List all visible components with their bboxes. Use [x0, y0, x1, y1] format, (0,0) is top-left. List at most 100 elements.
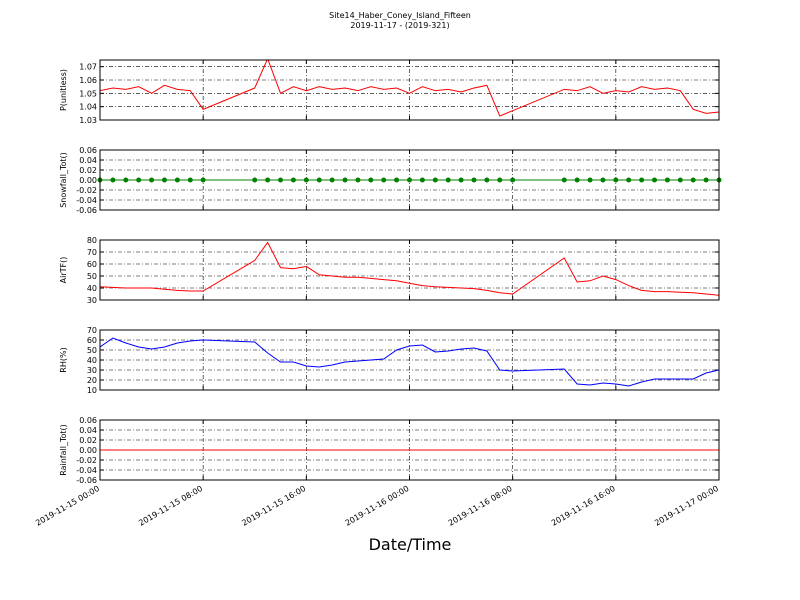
plot-frame: [99, 59, 720, 121]
data-marker: [136, 177, 142, 183]
data-marker: [123, 177, 129, 183]
data-marker: [432, 177, 438, 183]
y-tick-label: -0.06: [76, 476, 97, 485]
data-marker: [174, 177, 180, 183]
data-marker: [561, 177, 567, 183]
y-tick-label: 40: [87, 356, 97, 365]
data-marker: [200, 177, 206, 183]
y-axis-label: AirTF(): [59, 257, 68, 284]
data-marker: [187, 177, 193, 183]
data-marker: [484, 177, 490, 183]
data-marker: [703, 177, 709, 183]
data-marker: [587, 177, 593, 183]
chart-subtitle: 2019-11-17 - (2019-321): [350, 21, 449, 30]
y-tick-label: 1.07: [79, 63, 97, 72]
data-marker: [664, 177, 670, 183]
data-marker: [368, 177, 374, 183]
panel: -0.06-0.04-0.020.000.020.040.06 2019-11-1…: [34, 416, 720, 528]
data-marker: [613, 177, 619, 183]
panel: 1.03 1.04 1.05 1.06 1.07 P(unitless): [59, 59, 720, 125]
y-tick-label: 0.02: [79, 166, 97, 175]
chart-title: Site14_Haber_Coney_Island_Fifteen: [329, 11, 471, 20]
y-tick-label: 0.02: [79, 436, 97, 445]
data-marker: [510, 177, 516, 183]
data-marker: [355, 177, 361, 183]
y-tick-label: 1.05: [79, 89, 97, 98]
y-axis-label: RH(%): [59, 347, 68, 372]
data-marker: [303, 177, 309, 183]
data-marker: [381, 177, 387, 183]
data-marker: [652, 177, 658, 183]
data-line: [100, 241, 719, 296]
y-tick-label: 50: [87, 346, 97, 355]
data-marker: [407, 177, 412, 183]
y-axis-label: Rainfall_Tot(): [59, 424, 68, 476]
y-tick-label: 30: [87, 366, 97, 375]
y-tick-label: 0.00: [79, 446, 97, 455]
plot-frame: [99, 329, 720, 391]
data-marker: [497, 177, 503, 183]
plot-frame: [99, 239, 720, 301]
y-tick-label: 1.04: [79, 103, 97, 112]
x-tick-label: 2019-11-15 08:00: [137, 484, 204, 528]
y-axis-label: P(unitless): [59, 69, 68, 111]
data-marker: [394, 177, 400, 183]
data-marker: [278, 177, 284, 183]
panel: -0.06-0.04-0.020.000.020.040.06 Snowfall_…: [59, 146, 722, 215]
data-marker: [458, 177, 464, 183]
y-tick-label: 1.06: [79, 76, 97, 85]
x-tick-label: 2019-11-17 00:00: [653, 484, 720, 528]
y-tick-label: 20: [87, 376, 97, 385]
data-marker: [316, 177, 322, 183]
y-tick-label: 30: [87, 296, 97, 305]
y-tick-label: 60: [87, 260, 97, 269]
y-tick-label: 80: [87, 236, 97, 245]
data-marker: [419, 177, 425, 183]
data-marker: [161, 177, 167, 183]
y-tick-label: -0.06: [76, 206, 97, 215]
y-tick-label: -0.02: [76, 186, 97, 195]
y-tick-label: 1.03: [79, 116, 97, 125]
data-marker: [149, 177, 155, 183]
data-marker: [690, 177, 696, 183]
y-tick-label: 0.04: [79, 426, 97, 435]
plot-frame: [99, 419, 720, 481]
x-tick-label: 2019-11-16 08:00: [447, 484, 514, 528]
x-tick-label: 2019-11-15 16:00: [240, 484, 307, 528]
y-tick-label: 0.04: [79, 156, 97, 165]
y-tick-label: 70: [87, 326, 97, 335]
y-tick-label: 0.00: [79, 176, 97, 185]
data-marker: [290, 177, 296, 183]
data-marker: [252, 177, 258, 183]
y-tick-label: 70: [87, 248, 97, 257]
data-marker: [677, 177, 683, 183]
x-tick-label: 2019-11-15 00:00: [34, 484, 101, 528]
y-tick-label: 10: [87, 386, 97, 395]
y-tick-label: 40: [87, 284, 97, 293]
data-marker: [600, 177, 606, 183]
panel: 30 40 50 60 70 80 AirTF(): [59, 236, 720, 305]
y-tick-label: 50: [87, 272, 97, 281]
x-tick-label: 2019-11-16 00:00: [344, 484, 411, 528]
y-axis-label: Snowfall_Tot(): [59, 152, 68, 208]
x-tick-label: 2019-11-16 16:00: [550, 484, 617, 528]
y-tick-label: -0.04: [76, 196, 97, 205]
data-marker: [265, 177, 271, 183]
data-marker: [329, 177, 335, 183]
x-axis-label: Date/Time: [369, 535, 452, 554]
plot-frame: [99, 149, 720, 211]
y-tick-label: 60: [87, 336, 97, 345]
data-marker: [574, 177, 580, 183]
y-tick-label: 0.06: [79, 416, 97, 425]
data-marker: [445, 177, 451, 183]
data-marker: [110, 177, 116, 183]
y-tick-label: -0.04: [76, 466, 97, 475]
data-marker: [342, 177, 348, 183]
y-tick-label: -0.02: [76, 456, 97, 465]
data-line: [100, 337, 719, 387]
data-marker: [639, 177, 645, 183]
data-marker: [471, 177, 477, 183]
data-marker: [626, 177, 632, 183]
